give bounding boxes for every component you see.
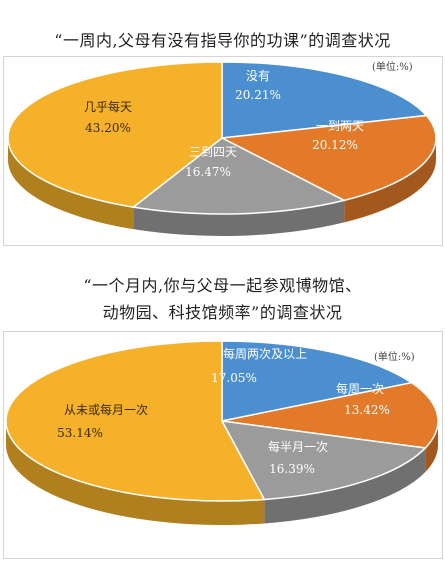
pie-1-side-segment-2 bbox=[344, 138, 436, 223]
chart-2-title-line-2: 动物园、科技馆频率”的调查状况 bbox=[102, 303, 343, 322]
pie-chart-1: 没有 20.21% 一到两天 20.12% 三到四天 16.47% 几乎每天 43.20% bbox=[7, 61, 437, 236]
pie-1-value-4: 43.20% bbox=[85, 121, 131, 135]
pie-1-slice-3 bbox=[131, 137, 347, 215]
chart-1-title: “一周内,父母有没有指导你的功课”的调查状况 bbox=[54, 31, 391, 50]
pie-2-slice-4 bbox=[5, 340, 266, 502]
pie-2-value-1: 17.05% bbox=[211, 371, 257, 385]
pie-2-side-segment-4 bbox=[6, 421, 265, 525]
pie-1-side-segment-4 bbox=[8, 138, 134, 230]
pie-1-side bbox=[8, 138, 436, 236]
pie-2-label-1: 每周两次及以上 bbox=[223, 346, 307, 361]
pie-2-slice-3 bbox=[220, 420, 427, 501]
chart-1-unit: (单位:%) bbox=[372, 62, 413, 73]
pie-2-slice-2 bbox=[221, 381, 439, 449]
pie-1-label-4: 几乎每天 bbox=[84, 99, 132, 114]
pie-1-side-segment-3 bbox=[133, 200, 345, 236]
pie-1-slice-4 bbox=[7, 61, 223, 208]
pie-2-slice-1 bbox=[221, 340, 414, 422]
pie-1-label-3: 三到四天 bbox=[189, 145, 237, 159]
pie-chart-2: 每周两次及以上 17.05% 每周一次 13.42% 每半月一次 16.39% 从未或每月一… bbox=[5, 340, 439, 525]
chart-2-title-line-1: “一个月内,你与父母一起参观博物馆、 bbox=[83, 276, 362, 295]
pie-2-label-2: 每周一次 bbox=[336, 381, 384, 396]
chart-2-unit: (单位:%) bbox=[374, 352, 415, 363]
pie-1-slice-1 bbox=[221, 61, 428, 139]
pie-1-value-2: 20.12% bbox=[312, 138, 358, 152]
pie-2-side-segment-2 bbox=[425, 421, 438, 472]
pie-1-value-1: 20.21% bbox=[235, 88, 281, 102]
pie-1-value-3: 16.47% bbox=[185, 165, 231, 179]
pie-2-value-2: 13.42% bbox=[344, 403, 390, 417]
pie-2-label-3: 每半月一次 bbox=[268, 439, 328, 454]
pie-1-label-1: 没有 bbox=[246, 68, 270, 83]
pie-2-value-4: 53.14% bbox=[57, 426, 103, 440]
pie-2-label-4: 从未或每月一次 bbox=[64, 402, 148, 417]
pie-2-value-3: 16.39% bbox=[269, 462, 315, 476]
pie-2-side-segment-3 bbox=[264, 447, 426, 524]
pie-1-slice-2 bbox=[219, 114, 437, 202]
pie-2-side bbox=[6, 421, 438, 525]
pie-1-label-2: 一到两天 bbox=[316, 119, 364, 133]
